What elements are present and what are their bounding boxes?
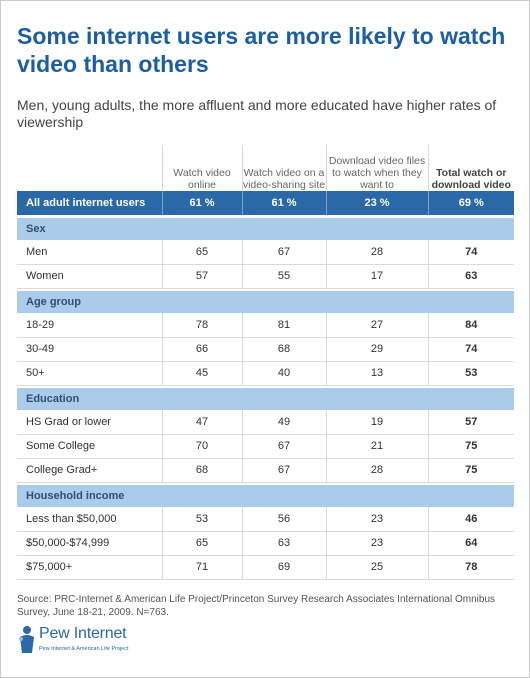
cell-value: 23 bbox=[326, 507, 429, 532]
row-label: Less than $50,000 bbox=[17, 507, 163, 532]
group-header-row: Sex bbox=[17, 218, 514, 240]
cell-total-value: 84 bbox=[428, 313, 514, 338]
table-row: College Grad+ 68 67 28 75 bbox=[17, 458, 514, 483]
table-row: 30-49 66 68 29 74 bbox=[17, 337, 514, 362]
source-note: Source: PRC-Internet & American Life Pro… bbox=[17, 594, 496, 618]
cell-value: 17 bbox=[326, 264, 429, 289]
cell-total-value: 64 bbox=[428, 531, 514, 556]
table-row: $50,000-$74,999 65 63 23 64 bbox=[17, 531, 514, 556]
chart-title: Some internet users are more likely to w… bbox=[17, 23, 506, 77]
cell-value: 57 bbox=[162, 264, 243, 289]
cell-value: 25 bbox=[326, 555, 429, 580]
logo-tagline: Pew Internet & American Life Project bbox=[39, 646, 129, 652]
cell-total-value: 53 bbox=[428, 361, 514, 386]
group-label: Education bbox=[17, 388, 514, 410]
row-label: $50,000-$74,999 bbox=[17, 531, 163, 556]
table-row: 18-29 78 81 27 84 bbox=[17, 313, 514, 338]
column-header-blank bbox=[17, 145, 163, 191]
cell-value: 28 bbox=[326, 240, 429, 265]
cell-total-value: 75 bbox=[428, 458, 514, 483]
row-label: HS Grad or lower bbox=[17, 410, 163, 435]
cell-total-value: 74 bbox=[428, 240, 514, 265]
cell-value: 47 bbox=[162, 410, 243, 435]
cell-value: 53 bbox=[162, 507, 243, 532]
table-row: Women 57 55 17 63 bbox=[17, 264, 514, 289]
cell-value: 65 bbox=[162, 240, 243, 265]
cell-value: 81 bbox=[242, 313, 327, 338]
row-label: Men bbox=[17, 240, 163, 265]
cell-value: 68 bbox=[162, 458, 243, 483]
cell-value: 69 % bbox=[428, 191, 514, 215]
all-users-row: All adult internet users 61 % 61 % 23 % … bbox=[17, 191, 514, 215]
cell-value: 49 bbox=[242, 410, 327, 435]
row-label: 50+ bbox=[17, 361, 163, 386]
cell-value: 65 bbox=[162, 531, 243, 556]
cell-total-value: 75 bbox=[428, 434, 514, 459]
column-header-row: Watch video online Watch video on a vide… bbox=[17, 145, 514, 191]
column-header-total: Total watch or download video bbox=[431, 167, 511, 191]
group-label: Age group bbox=[17, 291, 514, 313]
row-label: All adult internet users bbox=[17, 191, 163, 215]
pew-internet-logo: Pew Internet Pew Internet & American Lif… bbox=[17, 625, 157, 659]
cell-value: 29 bbox=[326, 337, 429, 362]
cell-value: 71 bbox=[162, 555, 243, 580]
cell-value: 67 bbox=[242, 434, 327, 459]
group-label: Sex bbox=[17, 218, 514, 240]
cell-value: 68 bbox=[242, 337, 327, 362]
cell-value: 67 bbox=[242, 240, 327, 265]
cell-value: 55 bbox=[242, 264, 327, 289]
table-row: Some College 70 67 21 75 bbox=[17, 434, 514, 459]
cell-total-value: 57 bbox=[428, 410, 514, 435]
cell-value: 19 bbox=[326, 410, 429, 435]
row-label: Some College bbox=[17, 434, 163, 459]
cell-value: 63 bbox=[242, 531, 327, 556]
group-label: Household income bbox=[17, 485, 514, 507]
column-header-video-sharing: Watch video on a video-sharing site bbox=[242, 145, 327, 191]
cell-value: 66 bbox=[162, 337, 243, 362]
column-header-download: Download video files to watch when they … bbox=[326, 145, 429, 191]
cell-value: 70 bbox=[162, 434, 243, 459]
cell-value: 67 bbox=[242, 458, 327, 483]
cell-value: 21 bbox=[326, 434, 429, 459]
column-header-watch-online: Watch video online bbox=[162, 145, 243, 191]
group-header-row: Education bbox=[17, 388, 514, 410]
data-table: Watch video online Watch video on a vide… bbox=[17, 145, 514, 580]
cell-total-value: 63 bbox=[428, 264, 514, 289]
cell-value: 78 bbox=[162, 313, 243, 338]
cell-value: 69 bbox=[242, 555, 327, 580]
chart-subtitle: Men, young adults, the more affluent and… bbox=[17, 97, 497, 130]
cell-value: 23 bbox=[326, 531, 429, 556]
row-label: 18-29 bbox=[17, 313, 163, 338]
cell-value: 27 bbox=[326, 313, 429, 338]
pew-person-icon bbox=[19, 626, 34, 653]
logo-name: Pew Internet bbox=[39, 625, 127, 642]
group-header-row: Household income bbox=[17, 485, 514, 507]
cell-value: 56 bbox=[242, 507, 327, 532]
cell-total-value: 46 bbox=[428, 507, 514, 532]
cell-value: 23 % bbox=[326, 191, 429, 215]
row-label: Women bbox=[17, 264, 163, 289]
row-label: $75,000+ bbox=[17, 555, 163, 580]
cell-value: 61 % bbox=[162, 191, 243, 215]
table-row: Men 65 67 28 74 bbox=[17, 240, 514, 265]
table-row: Less than $50,000 53 56 23 46 bbox=[17, 507, 514, 532]
row-label: College Grad+ bbox=[17, 458, 163, 483]
table-row: $75,000+ 71 69 25 78 bbox=[17, 555, 514, 580]
cell-value: 28 bbox=[326, 458, 429, 483]
table-row: HS Grad or lower 47 49 19 57 bbox=[17, 410, 514, 435]
group-header-row: Age group bbox=[17, 291, 514, 313]
cell-value: 13 bbox=[326, 361, 429, 386]
cell-total-value: 74 bbox=[428, 337, 514, 362]
cell-value: 45 bbox=[162, 361, 243, 386]
cell-value: 61 % bbox=[242, 191, 327, 215]
row-label: 30-49 bbox=[17, 337, 163, 362]
cell-value: 40 bbox=[242, 361, 327, 386]
table-row: 50+ 45 40 13 53 bbox=[17, 361, 514, 386]
cell-total-value: 78 bbox=[428, 555, 514, 580]
